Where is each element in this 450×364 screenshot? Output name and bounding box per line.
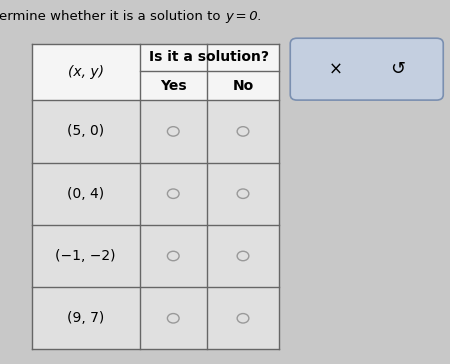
Text: Yes: Yes (160, 79, 187, 92)
Text: ×: × (329, 60, 343, 78)
Text: (5, 0): (5, 0) (67, 124, 104, 138)
Text: (0, 4): (0, 4) (67, 187, 104, 201)
Polygon shape (32, 163, 279, 225)
Polygon shape (32, 100, 279, 163)
Text: For each ordered pair, determine whether it is a solution to: For each ordered pair, determine whether… (0, 10, 225, 23)
Polygon shape (32, 225, 279, 287)
Text: (x, y): (x, y) (68, 65, 104, 79)
Text: No: No (232, 79, 254, 92)
Polygon shape (32, 287, 279, 349)
Text: (9, 7): (9, 7) (67, 311, 104, 325)
Text: Is it a solution?: Is it a solution? (149, 50, 269, 64)
Polygon shape (32, 44, 279, 100)
Text: (−1, −2): (−1, −2) (55, 249, 116, 263)
FancyBboxPatch shape (290, 38, 443, 100)
Text: y = 0.: y = 0. (225, 10, 262, 23)
Text: ↺: ↺ (390, 60, 405, 78)
